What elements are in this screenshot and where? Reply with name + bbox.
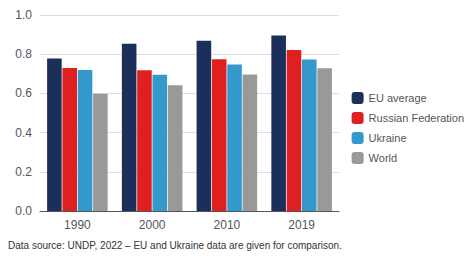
svg-text:EU average: EU average <box>369 92 427 104</box>
svg-text:0.4: 0.4 <box>15 126 32 140</box>
svg-text:2019: 2019 <box>288 218 315 232</box>
svg-text:Ukraine: Ukraine <box>369 132 407 144</box>
svg-text:0.8: 0.8 <box>15 47 32 61</box>
svg-text:World: World <box>369 152 398 164</box>
svg-text:1990: 1990 <box>64 218 91 232</box>
svg-text:0.2: 0.2 <box>15 165 32 179</box>
svg-text:0.6: 0.6 <box>15 86 32 100</box>
svg-text:Russian Federation: Russian Federation <box>369 112 464 124</box>
svg-text:Data source: UNDP, 2022 – EU a: Data source: UNDP, 2022 – EU and Ukraine… <box>8 240 342 251</box>
svg-text:2010: 2010 <box>214 218 241 232</box>
svg-text:2000: 2000 <box>139 218 166 232</box>
svg-text:1.0: 1.0 <box>15 8 32 22</box>
svg-text:0.0: 0.0 <box>15 204 32 218</box>
